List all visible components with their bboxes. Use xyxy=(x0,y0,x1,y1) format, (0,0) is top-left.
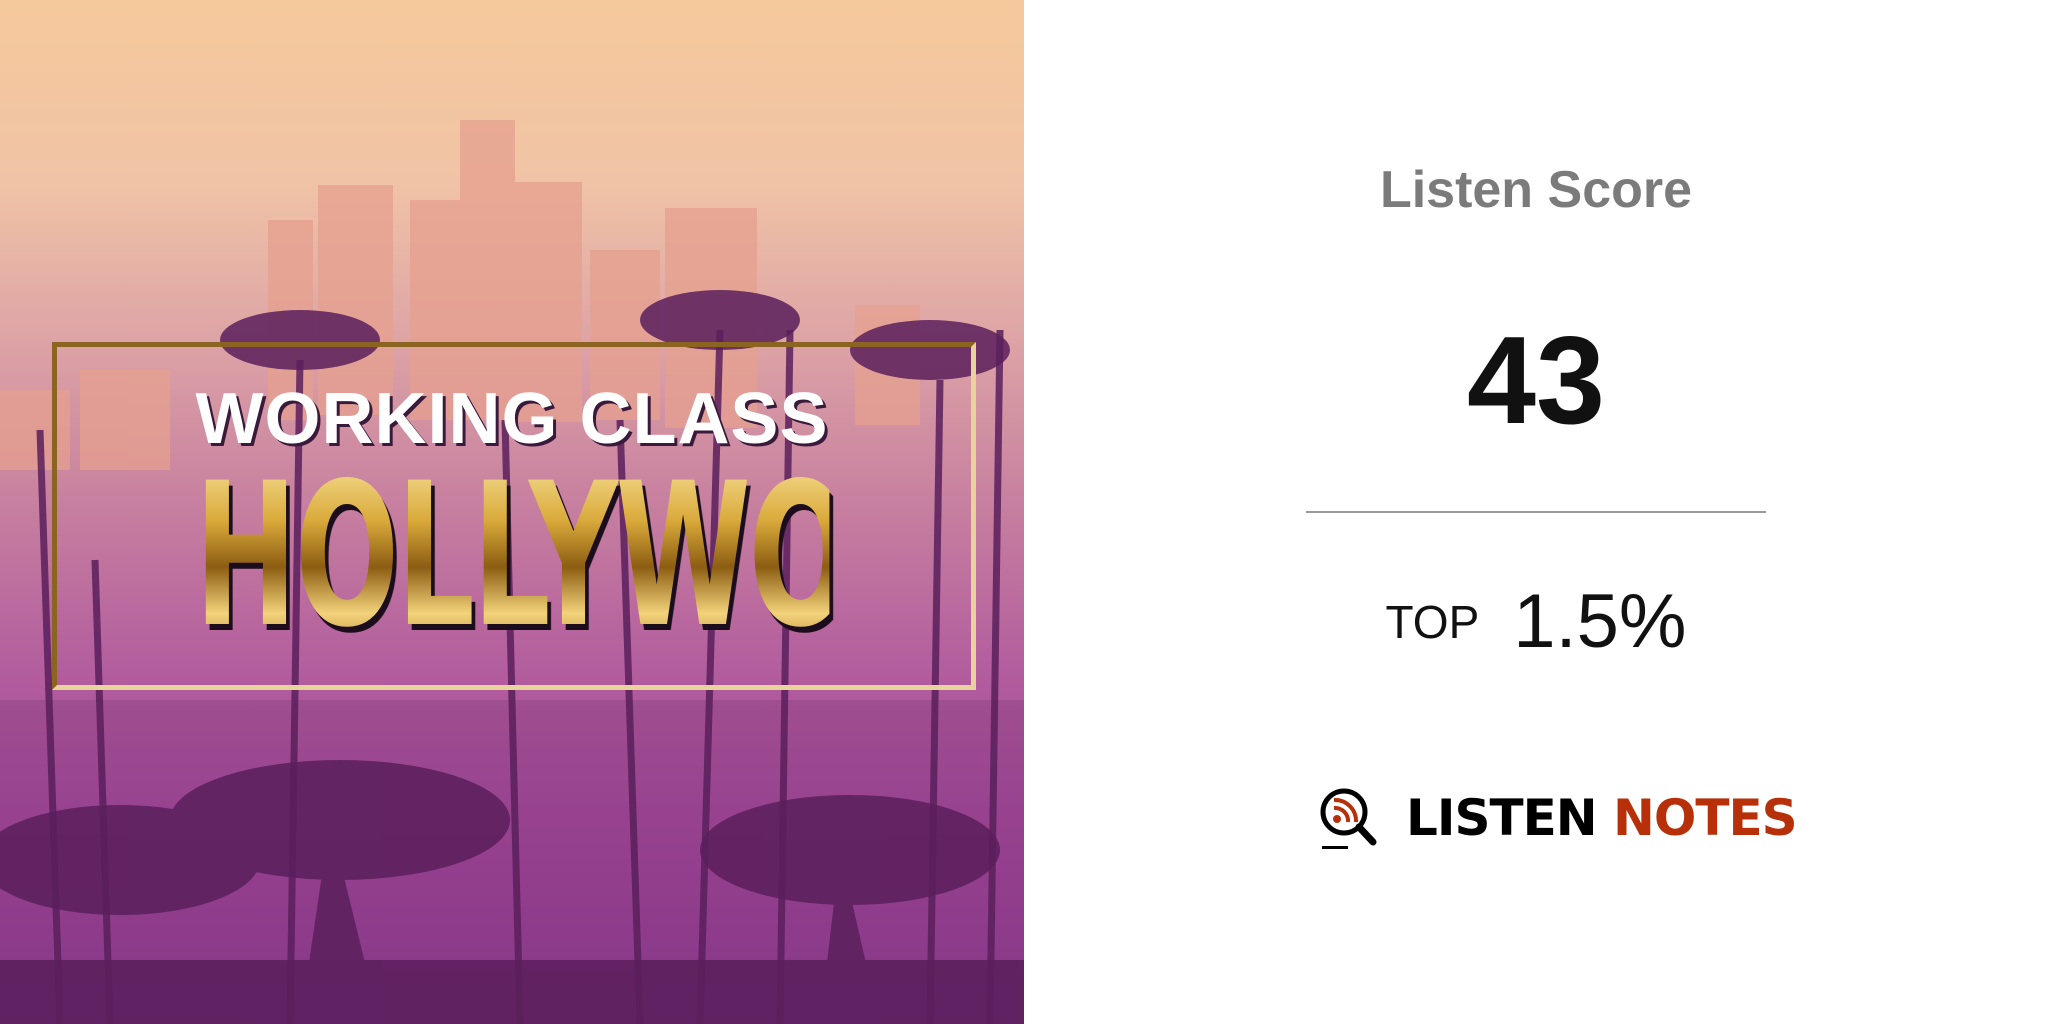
wordmark-notes: NOTES xyxy=(1613,789,1798,847)
city-skyline-illustration xyxy=(0,120,1024,1024)
cover-subtitle: WORKING CLASS xyxy=(195,379,829,459)
gold-frame xyxy=(52,342,976,690)
rank-value: 1.5% xyxy=(1513,579,1687,664)
wordmark-listen: LISTEN xyxy=(1406,789,1598,847)
divider xyxy=(1306,511,1766,513)
listen-notes-wordmark: LISTEN NOTES xyxy=(1406,789,1798,847)
magnifier-podcast-icon xyxy=(1320,788,1377,849)
rank-label: TOP xyxy=(1385,595,1480,648)
podcast-cover-art: WORKING CLASS HOLLYWOOD xyxy=(0,0,1024,1024)
listen-score-value: 43 xyxy=(1467,312,1605,450)
listen-notes-logo: LISTEN NOTES xyxy=(1318,786,1798,850)
rank-row: TOP 1.5% xyxy=(1024,578,2048,665)
listen-score-label: Listen Score xyxy=(1379,161,1693,219)
cover-title: HOLLYWOOD xyxy=(194,440,1024,671)
